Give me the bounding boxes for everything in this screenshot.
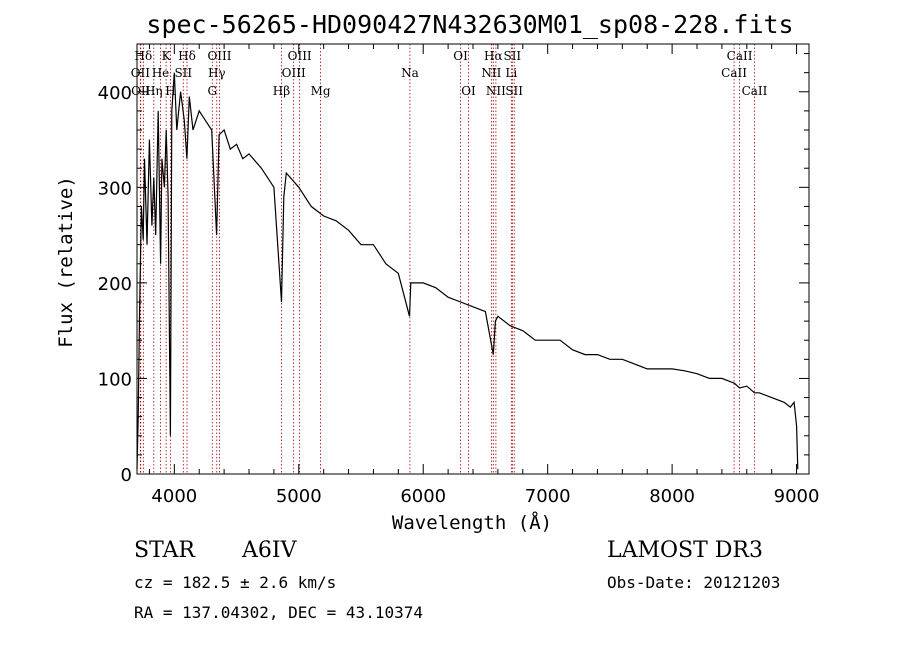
marker-label: OI [453,49,468,63]
marker-label: Hγ [208,66,226,80]
coordinates: RA = 137.04302, DEC = 43.10374 [134,603,423,622]
object-class: STAR [134,538,195,563]
x-tick-label: 5000 [276,486,322,507]
y-tick-label: 0 [121,465,132,486]
plot-frame [136,43,810,475]
x-tick-label: 9000 [774,486,820,507]
marker-label: G [207,84,217,98]
spectrum-line [136,72,799,470]
marker-label: Hη [145,84,163,98]
survey-name: LAMOST DR3 [607,538,763,563]
x-tick-label: 6000 [400,486,446,507]
marker-label: Hδ [134,49,152,63]
y-tick-label: 300 [98,178,132,199]
axis-ticks: 4000 5000 6000 7000 8000 9000 0 100 200 300 400 [98,44,820,507]
marker-label: SII [174,66,192,80]
marker-label: OI [461,84,476,98]
marker-label: CaII [721,66,747,80]
redshift-value: cz = 182.5 ± 2.6 km/s [134,573,337,592]
marker-label: SII [505,84,523,98]
marker-label: CaII [727,49,753,63]
marker-label: He [152,66,170,80]
y-axis-label: Flux (relative) [55,176,77,348]
y-tick-label: 200 [98,274,132,295]
chart-title: spec-56265-HD090427N432630M01_sp08-228.f… [146,10,793,39]
y-tick-label: 100 [98,369,132,390]
marker-label: NII [481,66,501,80]
marker-label: Hδ [178,49,196,63]
y-tick-label: 400 [98,83,132,104]
object-subclass: A6IV [242,538,297,563]
marker-label: OIII [288,49,312,63]
marker-label: Li [505,66,517,80]
x-tick-label: 8000 [649,486,695,507]
marker-label: Hα [484,49,503,63]
x-axis-label: Wavelength (Å) [392,511,552,534]
x-tick-label: 7000 [525,486,571,507]
marker-label: OII [131,84,151,98]
marker-label: NII [486,84,506,98]
marker-label: CaII [742,84,768,98]
marker-label: OIII [207,49,231,63]
marker-label: K [162,49,172,63]
marker-label: Mg [311,84,331,98]
marker-label: Na [401,66,419,80]
marker-label: OIII [282,66,306,80]
x-tick-label: 4000 [151,486,197,507]
marker-label: Hβ [273,84,290,98]
spectral-line-markers [139,44,755,474]
observation-date: Obs-Date: 20121203 [607,573,781,592]
marker-label: H [165,84,175,98]
marker-label: SII [503,49,521,63]
